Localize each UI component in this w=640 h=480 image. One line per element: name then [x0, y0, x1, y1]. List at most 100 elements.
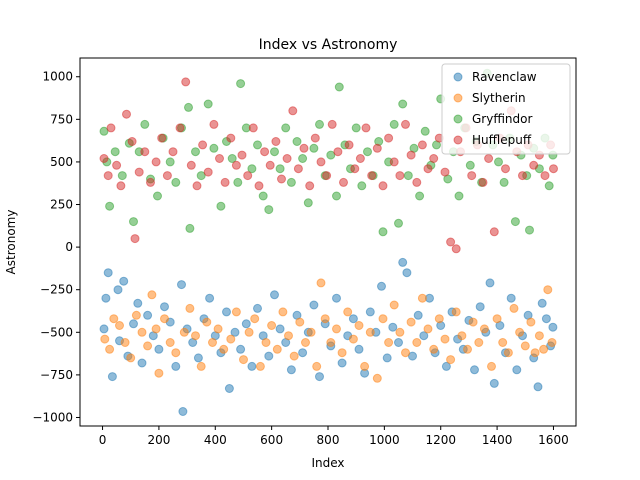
point-slytherin-19 [202, 317, 212, 327]
point-gryffindor-38 [309, 143, 319, 153]
point-slytherin-80 [543, 285, 553, 295]
x-tick-label: 1200 [425, 433, 456, 447]
point-slytherin-33 [284, 331, 293, 341]
point-slytherin-70 [492, 314, 502, 324]
y-tick-label: −250 [40, 283, 73, 297]
point-ravenclaw-10 [137, 358, 147, 368]
y-tick-label: 0 [65, 240, 73, 254]
point-hufflepuff-12 [157, 133, 167, 143]
point-gryffindor-47 [357, 181, 367, 191]
point-ravenclaw-0 [99, 324, 109, 334]
point-slytherin-26 [244, 327, 254, 337]
point-hufflepuff-56 [406, 150, 416, 160]
point-hufflepuff-49 [367, 171, 377, 181]
point-ravenclaw-46 [332, 293, 341, 303]
point-ravenclaw-6 [119, 276, 129, 286]
y-tick-label: 250 [50, 198, 73, 212]
point-hufflepuff-18 [192, 181, 202, 191]
point-ravenclaw-14 [160, 302, 169, 312]
point-gryffindor-13 [171, 177, 181, 187]
point-slytherin-20 [208, 338, 217, 347]
point-ravenclaw-17 [177, 280, 186, 290]
point-gryffindor-32 [275, 164, 285, 174]
point-gryffindor-4 [117, 171, 127, 181]
point-slytherin-31 [272, 344, 282, 354]
point-ravenclaw-34 [264, 351, 274, 361]
point-ravenclaw-79 [512, 365, 522, 375]
legend-marker-hufflepuff [453, 135, 463, 145]
point-gryffindor-58 [415, 191, 425, 201]
point-gryffindor-55 [398, 99, 408, 109]
data-points [99, 68, 558, 416]
point-slytherin-12 [160, 314, 169, 324]
point-hufflepuff-34 [282, 154, 292, 163]
point-hufflepuff-51 [378, 181, 388, 191]
legend-label-ravenclaw: Ravenclaw [472, 70, 537, 84]
point-hufflepuff-24 [226, 133, 236, 143]
point-gryffindor-36 [298, 154, 308, 163]
point-gryffindor-21 [216, 201, 226, 211]
point-slytherin-0 [100, 334, 110, 344]
point-gryffindor-33 [281, 123, 291, 133]
point-hufflepuff-42 [327, 119, 337, 129]
point-ravenclaw-27 [224, 384, 234, 393]
point-slytherin-79 [539, 344, 549, 354]
point-gryffindor-67 [465, 160, 475, 170]
point-hufflepuff-26 [237, 150, 247, 160]
point-slytherin-36 [301, 338, 310, 347]
y-tick-label: −500 [40, 325, 73, 339]
point-slytherin-8 [143, 341, 153, 351]
point-ravenclaw-1 [101, 293, 111, 303]
point-slytherin-57 [417, 293, 427, 303]
point-gryffindor-54 [394, 218, 403, 228]
point-hufflepuff-8 [134, 167, 144, 177]
point-gryffindor-23 [227, 154, 237, 163]
point-slytherin-72 [503, 348, 513, 358]
point-ravenclaw-59 [402, 268, 412, 278]
point-hufflepuff-76 [518, 171, 527, 181]
point-slytherin-56 [412, 338, 422, 347]
point-hufflepuff-55 [401, 119, 410, 129]
point-gryffindor-16 [185, 223, 195, 233]
point-hufflepuff-17 [186, 160, 196, 170]
point-gryffindor-0 [99, 126, 109, 136]
point-hufflepuff-44 [339, 177, 348, 187]
point-ravenclaw-16 [171, 361, 181, 371]
point-slytherin-65 [463, 344, 472, 354]
point-slytherin-16 [185, 303, 195, 313]
point-ravenclaw-30 [241, 319, 251, 329]
point-hufflepuff-3 [112, 160, 122, 170]
point-ravenclaw-75 [489, 378, 499, 388]
point-gryffindor-56 [403, 171, 413, 181]
point-slytherin-15 [179, 327, 189, 337]
point-ravenclaw-49 [348, 314, 358, 324]
point-ravenclaw-50 [354, 344, 364, 354]
point-hufflepuff-41 [322, 171, 332, 181]
point-ravenclaw-66 [441, 361, 451, 371]
point-gryffindor-51 [378, 227, 388, 237]
point-slytherin-43 [337, 348, 347, 358]
point-gryffindor-19 [203, 99, 213, 109]
point-slytherin-52 [389, 300, 399, 310]
x-tick-label: 1400 [482, 433, 513, 447]
x-tick-label: 600 [260, 433, 283, 447]
point-gryffindor-75 [510, 217, 520, 227]
point-ravenclaw-4 [113, 285, 123, 295]
point-gryffindor-73 [499, 177, 509, 187]
legend-label-gryffindor: Gryffindor [472, 112, 533, 126]
point-gryffindor-37 [303, 198, 313, 208]
point-hufflepuff-28 [248, 123, 258, 133]
point-ravenclaw-58 [398, 257, 408, 267]
point-ravenclaw-36 [275, 324, 285, 334]
point-hufflepuff-80 [540, 171, 550, 181]
point-gryffindor-41 [326, 150, 336, 160]
point-gryffindor-35 [292, 137, 302, 146]
point-gryffindor-28 [253, 140, 262, 150]
point-slytherin-73 [509, 303, 519, 313]
point-hufflepuff-37 [299, 143, 309, 153]
point-ravenclaw-18 [178, 407, 188, 416]
point-hufflepuff-1 [103, 171, 113, 181]
point-ravenclaw-31 [247, 361, 257, 371]
point-ravenclaw-52 [365, 307, 375, 317]
